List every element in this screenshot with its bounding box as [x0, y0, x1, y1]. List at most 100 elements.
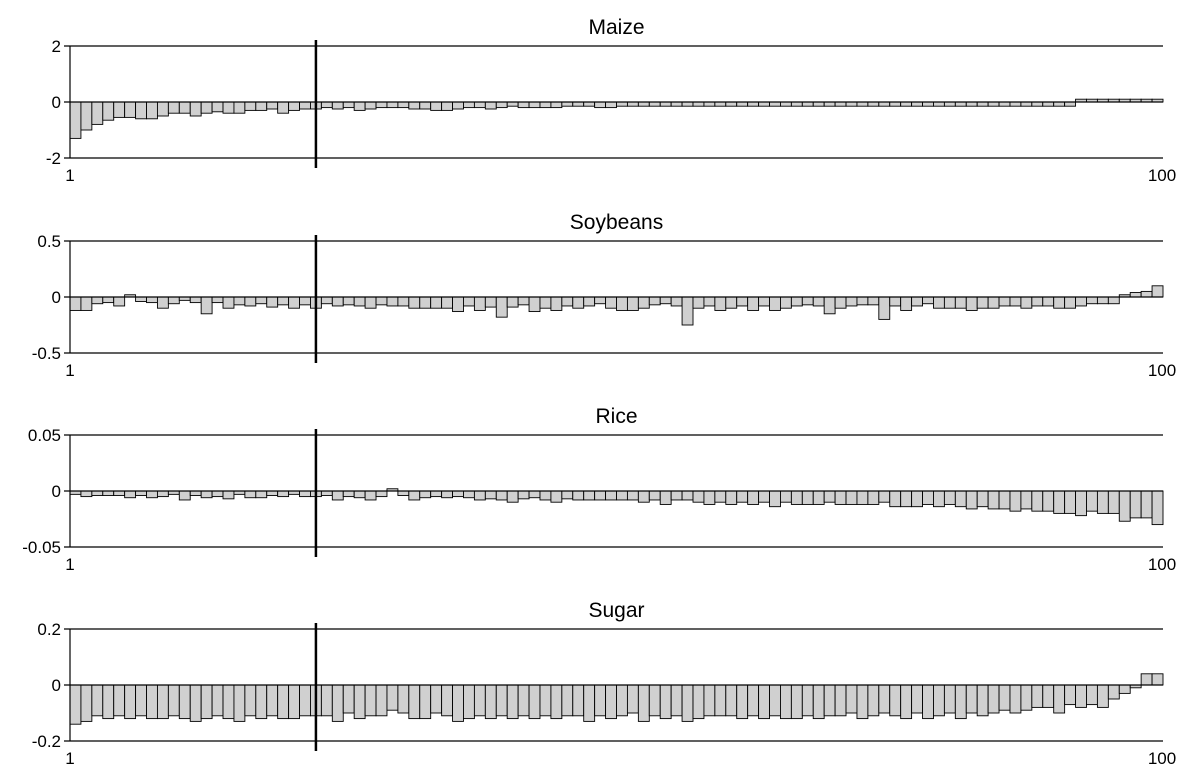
bar	[189, 296, 202, 304]
bar	[878, 101, 891, 107]
bar	[812, 684, 825, 720]
bar	[342, 684, 355, 714]
x-tick-label: 1	[65, 555, 74, 574]
bar	[1140, 290, 1153, 298]
bar	[823, 684, 836, 717]
bar	[441, 684, 453, 717]
bar	[135, 684, 147, 717]
bar	[1086, 296, 1098, 305]
bar	[659, 296, 672, 305]
bar	[189, 684, 202, 722]
bar	[441, 490, 453, 499]
bar	[299, 490, 311, 498]
y-tick-label: -0.05	[22, 538, 61, 557]
bar	[452, 296, 464, 313]
bar	[1075, 296, 1087, 307]
bar	[353, 296, 366, 307]
bar	[135, 296, 147, 302]
bar	[878, 490, 891, 503]
bar	[430, 684, 443, 714]
bar	[452, 684, 464, 722]
bar	[102, 296, 115, 304]
bar	[801, 684, 814, 717]
bar	[331, 684, 344, 722]
bar	[594, 101, 607, 109]
bar	[167, 684, 180, 717]
bar	[954, 101, 967, 107]
bar	[1042, 296, 1055, 307]
bar	[1107, 490, 1120, 514]
bar	[189, 101, 202, 117]
bar	[69, 296, 82, 311]
bar	[80, 296, 93, 311]
bar	[178, 101, 191, 114]
bar	[211, 684, 224, 717]
bar	[572, 490, 585, 501]
bar	[670, 101, 683, 107]
bar	[342, 296, 355, 306]
bar	[692, 490, 705, 503]
bar	[572, 296, 585, 309]
bar	[146, 684, 158, 720]
bar	[747, 684, 760, 717]
bar	[681, 101, 694, 107]
bar	[758, 296, 770, 307]
bar	[867, 296, 880, 306]
bar	[998, 296, 1011, 307]
bar	[1064, 296, 1077, 309]
bar	[626, 296, 639, 311]
bar	[539, 684, 552, 717]
bar	[113, 296, 126, 307]
bar	[102, 684, 115, 720]
bar	[823, 101, 836, 107]
bar	[1118, 490, 1131, 522]
y-tick-label: -2	[46, 149, 61, 168]
bar	[156, 101, 169, 117]
x-tick-label: 100	[1148, 555, 1176, 574]
bar	[484, 490, 497, 500]
bar	[780, 101, 792, 107]
bar	[156, 296, 169, 309]
bar	[867, 490, 880, 505]
bar	[233, 684, 246, 722]
bar	[69, 684, 82, 725]
bar	[1096, 296, 1109, 305]
bar	[812, 296, 825, 307]
bar	[364, 490, 377, 501]
bar	[550, 684, 563, 720]
bar	[965, 296, 978, 311]
bar	[790, 684, 803, 720]
bar	[320, 684, 333, 717]
bar	[790, 490, 803, 505]
bar	[244, 684, 257, 717]
bar	[1140, 673, 1153, 686]
bar	[1042, 684, 1055, 708]
bar	[375, 101, 388, 109]
bar	[616, 101, 628, 107]
bar	[659, 101, 672, 107]
bar	[922, 490, 934, 505]
bar	[725, 101, 738, 107]
bar	[594, 296, 607, 305]
bar	[714, 101, 727, 107]
bar	[1151, 490, 1164, 526]
bar	[124, 101, 137, 118]
bar	[637, 296, 650, 309]
bar	[539, 490, 552, 501]
bar	[430, 296, 443, 309]
bar	[670, 296, 683, 307]
bar	[178, 490, 191, 501]
bar	[747, 101, 760, 107]
bar	[167, 101, 180, 114]
bar	[1053, 296, 1066, 309]
bar	[353, 684, 366, 720]
bar	[113, 684, 126, 717]
chart-title: Sugar	[588, 599, 644, 622]
bar	[266, 296, 279, 308]
bar	[987, 684, 1000, 714]
bar	[1151, 285, 1164, 298]
bar	[484, 296, 497, 308]
bar	[1075, 684, 1087, 708]
bar	[1053, 684, 1066, 714]
bar	[1064, 101, 1077, 107]
